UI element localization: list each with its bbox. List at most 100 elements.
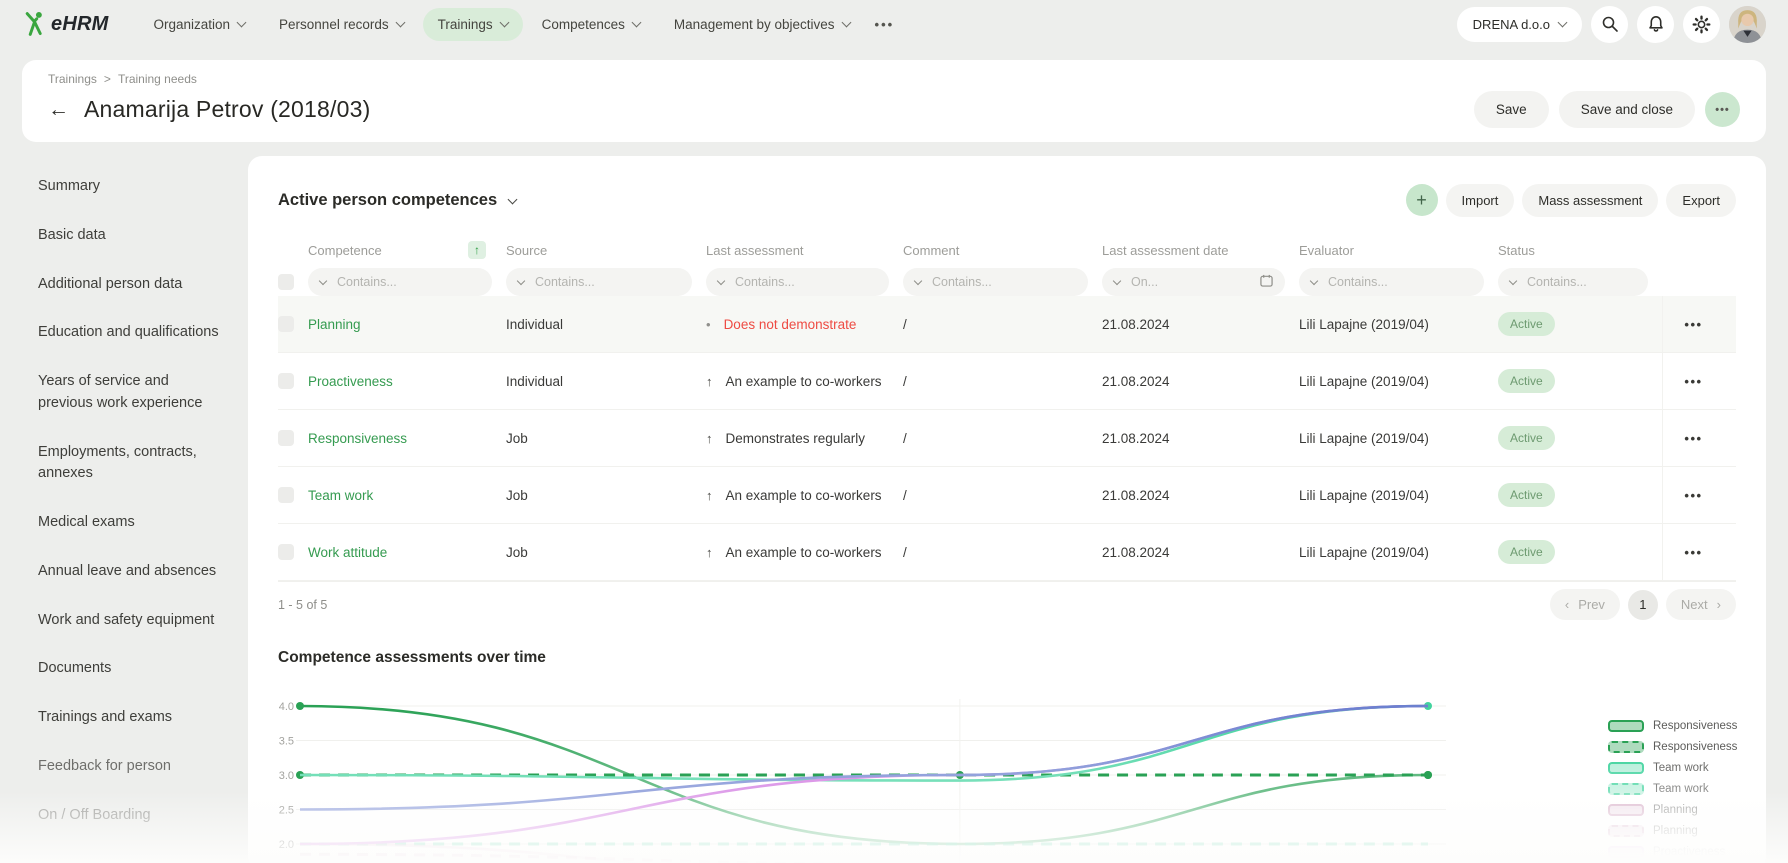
- table-row[interactable]: PlanningIndividual•Does not demonstrate/…: [278, 296, 1736, 353]
- legend-item-team-work-solid[interactable]: Team work: [1608, 757, 1737, 778]
- main-nav: Organization Personnel recordsTrainingsCo…: [138, 8, 864, 41]
- select-all-checkbox[interactable]: [278, 274, 294, 290]
- export-button[interactable]: Export: [1666, 184, 1736, 217]
- nav-item-label: Organization: [153, 17, 230, 32]
- filter-input-status[interactable]: Contains...: [1498, 268, 1648, 296]
- mass-assessment-button[interactable]: Mass assessment: [1522, 184, 1658, 217]
- filter-input-comment[interactable]: Contains...: [903, 268, 1088, 296]
- competence-link[interactable]: Team work: [308, 488, 373, 503]
- row-checkbox[interactable]: [278, 430, 294, 446]
- column-header-competence[interactable]: Competence↑: [308, 241, 506, 259]
- legend-label: Planning: [1653, 804, 1698, 816]
- filter-input-competence[interactable]: Contains...: [308, 268, 492, 296]
- table-row[interactable]: Team workJob↑An example to co-workers/21…: [278, 467, 1736, 524]
- add-competence-button[interactable]: +: [1406, 184, 1438, 216]
- competence-link[interactable]: Planning: [308, 317, 361, 332]
- chevron-down-icon[interactable]: [914, 277, 922, 285]
- legend-item-planning-dashed[interactable]: Planning: [1608, 820, 1737, 841]
- legend-item-responsiveness-dashed[interactable]: Responsiveness: [1608, 736, 1737, 757]
- chevron-down-icon[interactable]: [717, 277, 725, 285]
- row-actions-button[interactable]: •••: [1684, 488, 1702, 503]
- legend-item-team-work-dashed[interactable]: Team work: [1608, 778, 1737, 799]
- breadcrumb-link-trainings[interactable]: Trainings: [48, 72, 97, 86]
- row-actions-button[interactable]: •••: [1684, 545, 1702, 560]
- column-header-status[interactable]: Status: [1498, 243, 1662, 258]
- source-cell: Job: [506, 545, 706, 560]
- table-row[interactable]: ResponsivenessJob↑Demonstrates regularly…: [278, 410, 1736, 467]
- column-header-last-assessment[interactable]: Last assessment: [706, 243, 903, 258]
- sidebar-item-summary[interactable]: Summary: [38, 176, 224, 198]
- assessment-cell: ↑An example to co-workers: [706, 545, 903, 560]
- current-page-button[interactable]: 1: [1628, 590, 1658, 620]
- row-actions-button[interactable]: •••: [1684, 374, 1702, 389]
- header-more-button[interactable]: •••: [1705, 92, 1740, 127]
- user-avatar[interactable]: [1729, 6, 1766, 43]
- sidebar-item-documents[interactable]: Documents: [38, 658, 224, 680]
- nav-item-trainings[interactable]: Trainings: [423, 8, 523, 41]
- filter-input-evaluator[interactable]: Contains...: [1299, 268, 1484, 296]
- nav-item-organization[interactable]: Organization: [138, 8, 260, 41]
- column-header-source[interactable]: Source: [506, 243, 706, 258]
- prev-page-button[interactable]: ‹ Prev: [1550, 589, 1620, 620]
- sidebar-item-education-and-qualifications[interactable]: Education and qualifications: [38, 322, 224, 344]
- competence-link[interactable]: Proactiveness: [308, 374, 393, 389]
- next-page-button[interactable]: Next ›: [1666, 589, 1736, 620]
- column-header-evaluator[interactable]: Evaluator: [1299, 243, 1498, 258]
- notifications-button[interactable]: [1637, 6, 1674, 43]
- row-actions-button[interactable]: •••: [1684, 431, 1702, 446]
- table-row[interactable]: ProactivenessIndividual↑An example to co…: [278, 353, 1736, 410]
- sidebar-item-additional-person-data[interactable]: Additional person data: [38, 274, 224, 296]
- row-checkbox[interactable]: [278, 316, 294, 332]
- app-logo[interactable]: eHRM: [22, 9, 108, 39]
- column-header-comment[interactable]: Comment: [903, 243, 1102, 258]
- chevron-down-icon[interactable]: [319, 277, 327, 285]
- save-button[interactable]: Save: [1474, 91, 1549, 128]
- legend-item-proactiveness-solid[interactable]: Proactiveness: [1608, 841, 1737, 862]
- filter-input-last-assessment-date[interactable]: On...: [1102, 268, 1285, 296]
- competence-link[interactable]: Responsiveness: [308, 431, 407, 446]
- chevron-down-icon[interactable]: [1509, 277, 1517, 285]
- chevron-down-icon[interactable]: [1113, 277, 1121, 285]
- section-title-dropdown[interactable]: Active person competences: [278, 191, 516, 210]
- row-checkbox-cell: [278, 316, 308, 332]
- import-button[interactable]: Import: [1446, 184, 1515, 217]
- filter-input-source[interactable]: Contains...: [506, 268, 692, 296]
- column-header-last-assessment-date[interactable]: Last assessment date: [1102, 243, 1299, 258]
- filter-cell-last-assessment: Contains...: [706, 268, 903, 296]
- table-row[interactable]: Work attitude Job↑An example to co-worker…: [278, 524, 1736, 581]
- save-and-close-button[interactable]: Save and close: [1559, 91, 1695, 128]
- calendar-icon[interactable]: [1260, 274, 1273, 290]
- legend-item-responsiveness-solid[interactable]: Responsiveness: [1608, 715, 1737, 736]
- sidebar-item-feedback-for-person[interactable]: Feedback for person: [38, 756, 224, 778]
- row-checkbox[interactable]: [278, 373, 294, 389]
- sidebar-item-employments-contracts-annexes[interactable]: Employments, contracts, annexes: [38, 442, 224, 486]
- settings-button[interactable]: [1683, 6, 1720, 43]
- row-checkbox[interactable]: [278, 544, 294, 560]
- legend-item-planning-solid[interactable]: Planning: [1608, 799, 1737, 820]
- sort-ascending-icon[interactable]: ↑: [468, 241, 486, 259]
- chevron-down-icon[interactable]: [1310, 277, 1318, 285]
- row-checkbox[interactable]: [278, 487, 294, 503]
- competence-link[interactable]: Work attitude: [308, 545, 387, 560]
- sidebar-item-years-of-service-and-previous-work-experience[interactable]: Years of service and previous work exper…: [38, 371, 224, 415]
- row-actions-button[interactable]: •••: [1684, 317, 1702, 332]
- evaluator-cell: Lili Lapajne (2019/04): [1299, 431, 1498, 446]
- chevron-down-icon[interactable]: [517, 277, 525, 285]
- sidebar-item-trainings-and-exams[interactable]: Trainings and exams: [38, 707, 224, 729]
- nav-item-personnel-records[interactable]: Personnel records: [264, 8, 419, 41]
- sidebar-item-on-off-boarding[interactable]: On / Off Boarding: [38, 805, 224, 827]
- sidebar-item-work-and-safety-equipment[interactable]: Work and safety equipment: [38, 610, 224, 632]
- sidebar-item-annual-leave-and-absences[interactable]: Annual leave and absences: [38, 561, 224, 583]
- status-badge: Active: [1498, 369, 1555, 393]
- company-selector[interactable]: DRENA d.o.o: [1457, 7, 1582, 42]
- status-cell: Active: [1498, 426, 1662, 450]
- sidebar-item-basic-data[interactable]: Basic data: [38, 225, 224, 247]
- sidebar-item-medical-exams[interactable]: Medical exams: [38, 512, 224, 534]
- search-button[interactable]: [1591, 6, 1628, 43]
- nav-item-competences[interactable]: Competences: [527, 8, 655, 41]
- nav-overflow-button[interactable]: •••: [865, 13, 905, 36]
- back-button[interactable]: ←: [48, 99, 69, 120]
- filter-input-last-assessment[interactable]: Contains...: [706, 268, 889, 296]
- nav-item-management-by-objectives[interactable]: Management by objectives: [659, 8, 865, 41]
- breadcrumb-link-training-needs[interactable]: Training needs: [118, 72, 197, 86]
